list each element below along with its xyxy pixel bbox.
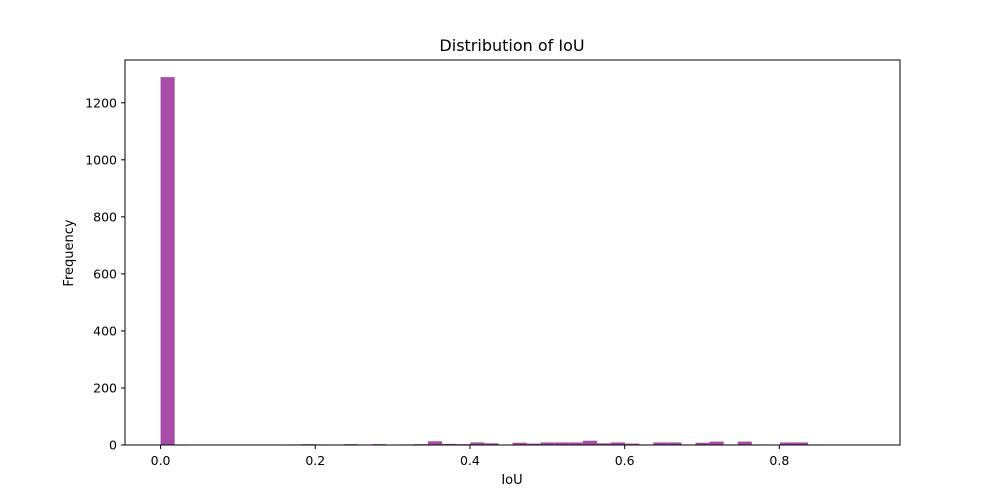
y-axis-label: Frequency [62,219,77,286]
plot-frame [124,59,901,446]
histogram-bar [442,443,457,445]
histogram-bar [695,442,710,445]
x-axis-label: IoU [501,473,522,488]
histogram-bar [568,442,583,445]
histogram-bar [596,443,612,445]
histogram-bar [709,441,724,445]
x-tick-label: 0.2 [305,453,325,468]
histogram-bar [512,442,527,445]
histogram-bar [582,440,597,445]
histogram-bar [526,443,541,445]
histogram-bar [160,77,175,445]
histogram-bar [554,442,569,445]
y-tick-label: 600 [93,266,117,281]
y-tick-label: 1200 [85,95,117,110]
y-tick-label: 200 [93,380,117,395]
x-tick-label: 0.8 [769,453,789,468]
y-tick-label: 800 [93,209,117,224]
x-axis-ticks: 0.0 0.2 0.4 0.6 0.8 [151,445,789,468]
histogram-bar [667,442,682,445]
histogram-bar [484,443,499,445]
x-tick-label: 0.6 [615,453,635,468]
histogram-bar [779,442,795,445]
histogram-bar [794,442,809,445]
y-tick-label: 0 [109,438,117,453]
y-axis-ticks: 0 200 400 600 800 1000 1200 [85,95,125,453]
histogram-bar [625,443,640,445]
x-tick-label: 0.4 [460,453,480,468]
histogram-bar [653,442,668,445]
y-tick-label: 400 [93,323,117,338]
histogram-bars [160,77,823,445]
y-tick-label: 1000 [85,152,117,167]
histogram-bar [737,441,752,445]
histogram-bar [470,442,485,445]
histogram-bar [611,442,626,445]
x-tick-label: 0.0 [151,453,171,468]
chart-title: Distribution of IoU [439,36,584,55]
histogram-bar [428,441,443,445]
histogram-bar [540,442,555,445]
